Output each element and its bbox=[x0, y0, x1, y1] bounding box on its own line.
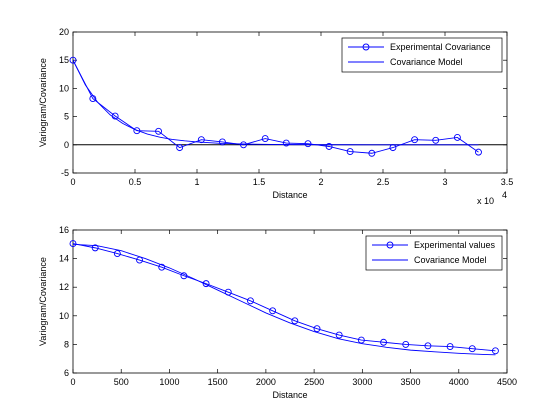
data-point bbox=[446, 343, 454, 350]
series-line-model bbox=[72, 243, 496, 356]
chart-top: 0 0.5 1 1.5 2 2.5 3 3.5-505101520DistanceVariog… bbox=[38, 27, 513, 206]
x-tick-label: 2 bbox=[318, 177, 323, 187]
data-point bbox=[291, 317, 299, 325]
x-axis-label: Distance bbox=[272, 390, 307, 400]
y-tick-label: 15 bbox=[59, 55, 69, 65]
legend-label: Experimental values bbox=[414, 240, 496, 250]
series-line-model bbox=[72, 59, 479, 146]
x-tick-label: 1500 bbox=[208, 377, 228, 387]
y-tick-label: 0 bbox=[64, 140, 69, 150]
chart-bottom: 0 500 1000 1500 2000 2500 3000 3500 4000 4500 6 8 10… bbox=[38, 225, 517, 400]
legend-marker bbox=[386, 241, 394, 249]
data-point bbox=[475, 148, 482, 156]
x-tick-label: 3 bbox=[442, 177, 447, 187]
data-point bbox=[453, 134, 461, 141]
data-point bbox=[91, 244, 99, 252]
data-point bbox=[313, 325, 321, 333]
x-tick-label: 3500 bbox=[401, 377, 421, 387]
x-tick-label: 2.5 bbox=[377, 177, 390, 187]
y-axis-label: Variogram/Covariance bbox=[38, 257, 48, 346]
data-point bbox=[335, 331, 343, 339]
data-point bbox=[491, 347, 499, 355]
x-tick-label: 2500 bbox=[304, 377, 324, 387]
y-tick-label: 8 bbox=[64, 339, 69, 349]
data-point bbox=[368, 149, 376, 157]
y-tick-label: 20 bbox=[59, 27, 69, 37]
data-point bbox=[468, 345, 476, 353]
legend-label: Experimental Covariance bbox=[390, 42, 491, 52]
legend-box bbox=[341, 37, 503, 73]
series-line-experimental bbox=[72, 59, 479, 154]
data-point bbox=[176, 144, 184, 152]
y-tick-label: 6 bbox=[64, 368, 69, 378]
x-tick-label: 1 bbox=[194, 177, 199, 187]
data-point bbox=[240, 141, 247, 149]
data-point bbox=[411, 136, 419, 144]
y-tick-label: 16 bbox=[59, 225, 69, 235]
x-tick-label: 1000 bbox=[159, 377, 179, 387]
data-point bbox=[218, 138, 226, 146]
x-tick-label: 2000 bbox=[256, 377, 276, 387]
data-point bbox=[346, 148, 354, 156]
y-axis-label: Variogram/Covariance bbox=[38, 58, 48, 147]
x-exponent-power: 4 bbox=[502, 190, 507, 200]
y-tick-label: 12 bbox=[59, 282, 69, 292]
y-tick-label: 10 bbox=[59, 311, 69, 321]
legend: Experimental Covariance Covariance Model bbox=[341, 37, 503, 73]
legend-label: Covariance Model bbox=[390, 57, 463, 67]
x-exponent-label: x 10 bbox=[477, 196, 494, 206]
legend-box bbox=[365, 235, 503, 271]
data-point bbox=[325, 143, 333, 150]
data-point bbox=[261, 135, 269, 143]
x-axis-label: Distance bbox=[272, 190, 307, 200]
x-tick-label: 4000 bbox=[449, 377, 469, 387]
data-point bbox=[269, 307, 277, 315]
y-tick-label: 5 bbox=[64, 112, 69, 122]
x-tick-label: 1.5 bbox=[253, 177, 266, 187]
x-tick-label: 0 bbox=[70, 377, 75, 387]
data-point bbox=[247, 297, 254, 305]
x-tick-label: 0 bbox=[70, 177, 75, 187]
data-point bbox=[155, 127, 163, 135]
data-point bbox=[424, 342, 432, 350]
legend-marker bbox=[362, 43, 370, 51]
data-point bbox=[402, 340, 410, 348]
x-tick-label: 4500 bbox=[497, 377, 517, 387]
data-point bbox=[133, 127, 141, 135]
y-tick-label: -5 bbox=[61, 168, 69, 178]
data-point bbox=[69, 56, 77, 64]
x-tick-label: 0.5 bbox=[129, 177, 142, 187]
legend: Experimental values Covariance Model bbox=[365, 235, 503, 271]
data-point bbox=[282, 139, 290, 147]
x-tick-label: 500 bbox=[114, 377, 129, 387]
data-point bbox=[380, 338, 388, 346]
legend-label: Covariance Model bbox=[414, 255, 487, 265]
series-line-experimental bbox=[72, 243, 496, 352]
y-tick-label: 10 bbox=[59, 83, 69, 93]
data-point bbox=[432, 136, 440, 144]
data-point bbox=[158, 263, 166, 271]
x-tick-label: 3000 bbox=[352, 377, 372, 387]
data-point bbox=[113, 250, 121, 258]
data-point bbox=[304, 140, 312, 148]
y-tick-label: 14 bbox=[59, 254, 69, 264]
x-tick-label: 3.5 bbox=[501, 177, 514, 187]
data-point bbox=[197, 136, 205, 144]
data-point bbox=[69, 240, 77, 248]
